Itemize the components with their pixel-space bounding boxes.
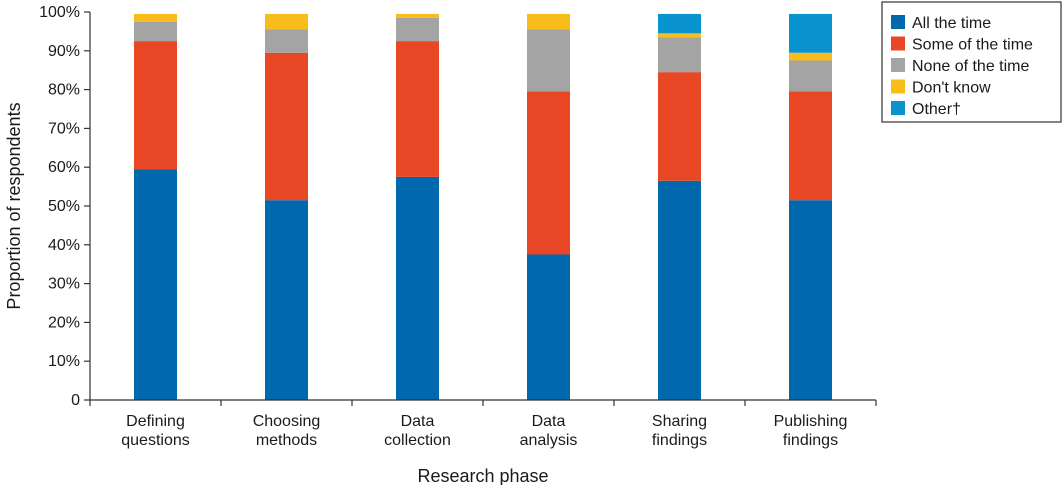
x-axis-title: Research phase	[417, 466, 548, 485]
x-tick-label: Choosing	[253, 413, 321, 430]
legend-swatch	[891, 15, 905, 29]
y-tick-label: 10%	[48, 353, 80, 370]
legend-label: All the time	[912, 15, 991, 32]
bar-segment	[265, 52, 308, 201]
x-tick-label: Sharing	[652, 413, 707, 430]
x-tick-label: Publishing	[774, 413, 848, 430]
bar-segment	[658, 72, 701, 181]
y-tick-label: 100%	[39, 4, 80, 21]
bar-segment	[134, 41, 177, 170]
bar-segment	[396, 41, 439, 177]
legend-label: None of the time	[912, 58, 1030, 75]
bar-segment	[396, 176, 439, 400]
x-tick-label: findings	[783, 432, 838, 449]
x-tick-label: Data	[532, 413, 566, 430]
legend-swatch	[891, 79, 905, 94]
bar-segment	[265, 200, 308, 400]
y-tick-label: 0	[71, 392, 80, 409]
y-tick-label: 20%	[48, 314, 80, 331]
bar-segment	[658, 180, 701, 400]
x-tick-label: findings	[652, 432, 707, 449]
y-tick-label: 40%	[48, 237, 80, 254]
y-tick-label: 60%	[48, 159, 80, 176]
bar-segment	[658, 33, 701, 38]
x-tick-label: methods	[256, 432, 317, 449]
bar-segment	[396, 17, 439, 42]
bar-segment	[789, 60, 832, 92]
x-tick-label: collection	[384, 432, 451, 449]
y-tick-label: 80%	[48, 82, 80, 99]
labels-layer: 0 10% 20% 30% 40% 50% 60% 70% 80% 90% 100% Defining…	[4, 4, 847, 485]
bar-segment	[527, 29, 570, 92]
bar-segment	[396, 13, 439, 18]
legend-label: Other†	[912, 101, 961, 118]
bar-segment	[265, 13, 308, 30]
legend-swatch	[891, 36, 905, 51]
y-axis-title: Proportion of respondents	[4, 102, 24, 309]
legend: All the time Some of the time None of the …	[881, 1, 1062, 123]
bar-segment	[658, 37, 701, 73]
legend-swatch	[891, 58, 905, 72]
bar-segment	[134, 21, 177, 42]
bar-segment	[527, 91, 570, 255]
bar-segment	[789, 13, 832, 53]
legend-label: Don't know	[912, 80, 991, 97]
bar-segment	[265, 29, 308, 53]
legend-label: Some of the time	[912, 37, 1033, 54]
bar-segment	[789, 200, 832, 400]
x-tick-label: analysis	[520, 432, 578, 449]
x-tick-label: questions	[121, 432, 190, 449]
x-tick-label: Data	[401, 413, 435, 430]
y-tick-label: 70%	[48, 120, 80, 137]
legend-swatch	[891, 101, 905, 115]
bar-segment	[134, 13, 177, 22]
y-tick-label: 90%	[48, 43, 80, 60]
bar-segment	[134, 169, 177, 400]
y-tick-label: 50%	[48, 198, 80, 215]
bar-segment	[789, 91, 832, 201]
bars-layer	[134, 13, 832, 400]
axes-layer	[84, 11, 877, 406]
bar-segment	[527, 254, 570, 400]
bar-segment	[527, 13, 570, 30]
legend-box	[881, 1, 1062, 123]
x-tick-label: Defining	[126, 413, 185, 430]
bar-segment	[789, 52, 832, 61]
bar-segment	[658, 13, 701, 34]
y-tick-label: 30%	[48, 276, 80, 293]
